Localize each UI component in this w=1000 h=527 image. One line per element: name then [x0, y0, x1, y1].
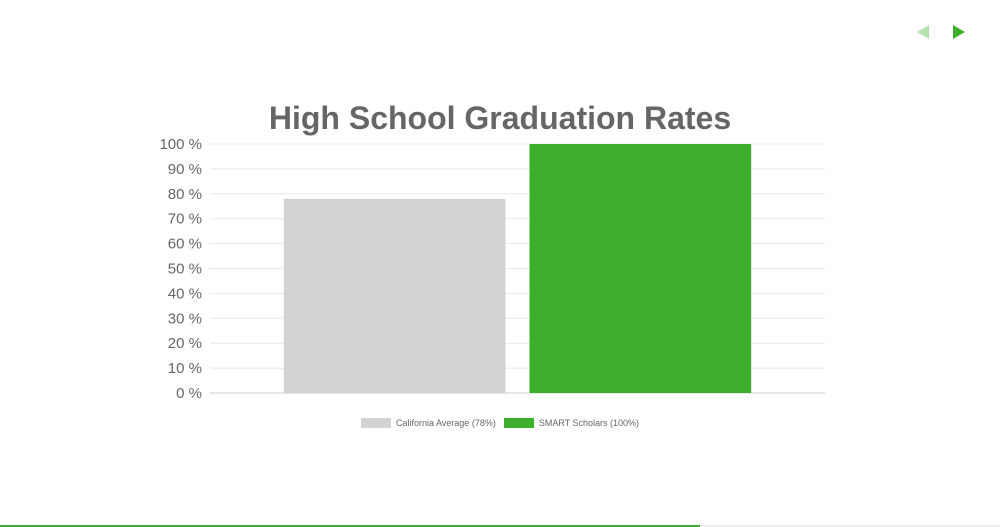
progress-bar-fill: [0, 525, 700, 527]
bar: [529, 144, 752, 393]
y-tick-label: 10 %: [168, 360, 202, 377]
y-tick-label: 60 %: [168, 236, 202, 253]
y-tick-label: 90 %: [168, 161, 202, 178]
chart-legend: California Average (78%) SMART Scholars (…: [0, 418, 1000, 428]
y-tick-label: 80 %: [168, 186, 202, 203]
legend-item: SMART Scholars (100%): [503, 418, 640, 428]
y-tick-label: 30 %: [168, 310, 202, 327]
triangle-right-icon[interactable]: [952, 24, 966, 40]
y-tick-label: 100 %: [159, 136, 202, 153]
bar: [283, 198, 506, 393]
legend-item: California Average (78%): [360, 418, 496, 428]
legend-swatch: [360, 418, 391, 428]
triangle-left-icon[interactable]: [916, 24, 930, 40]
y-tick-label: 0 %: [176, 385, 202, 402]
legend-label: SMART Scholars (100%): [538, 418, 640, 428]
y-tick-label: 20 %: [168, 335, 202, 352]
y-tick-label: 40 %: [168, 285, 202, 302]
y-tick-label: 70 %: [168, 211, 202, 228]
chart-title: High School Graduation Rates: [268, 100, 732, 136]
y-tick-label: 50 %: [168, 261, 202, 278]
progress-bar: [0, 525, 1000, 527]
legend-label: California Average (78%): [395, 418, 496, 428]
slide-navigation: [916, 24, 966, 40]
legend-swatch: [503, 418, 534, 428]
